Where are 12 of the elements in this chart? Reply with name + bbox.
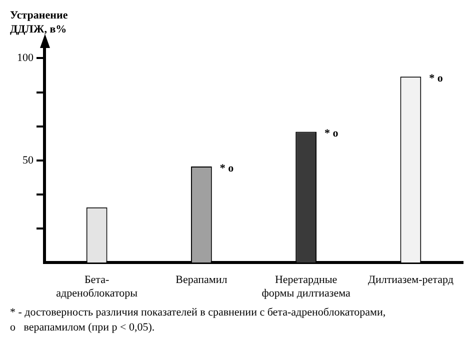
y-tick-label: 50 — [22, 154, 34, 166]
y-axis-title: Устранение ДДЛЖ, в% — [10, 9, 68, 36]
annotation: * o — [429, 72, 444, 84]
annotation: * o — [324, 128, 339, 140]
x-tick-label: Бета- адреноблокаторы — [56, 274, 138, 300]
x-tick-label: Неретардные формы дилтиазема — [262, 274, 350, 300]
annotation: * o — [220, 162, 234, 174]
text: o верапамилом (при p < 0,05). — [10, 321, 155, 334]
x-tick-label: Верапамил — [176, 274, 228, 286]
y-tick-label: 100 — [17, 52, 34, 64]
text: * - достоверность различия показателей в сравнении с бета-адреноблокаторами, — [10, 306, 386, 318]
x-tick-label: Дилтиазем-ретард — [368, 274, 454, 286]
